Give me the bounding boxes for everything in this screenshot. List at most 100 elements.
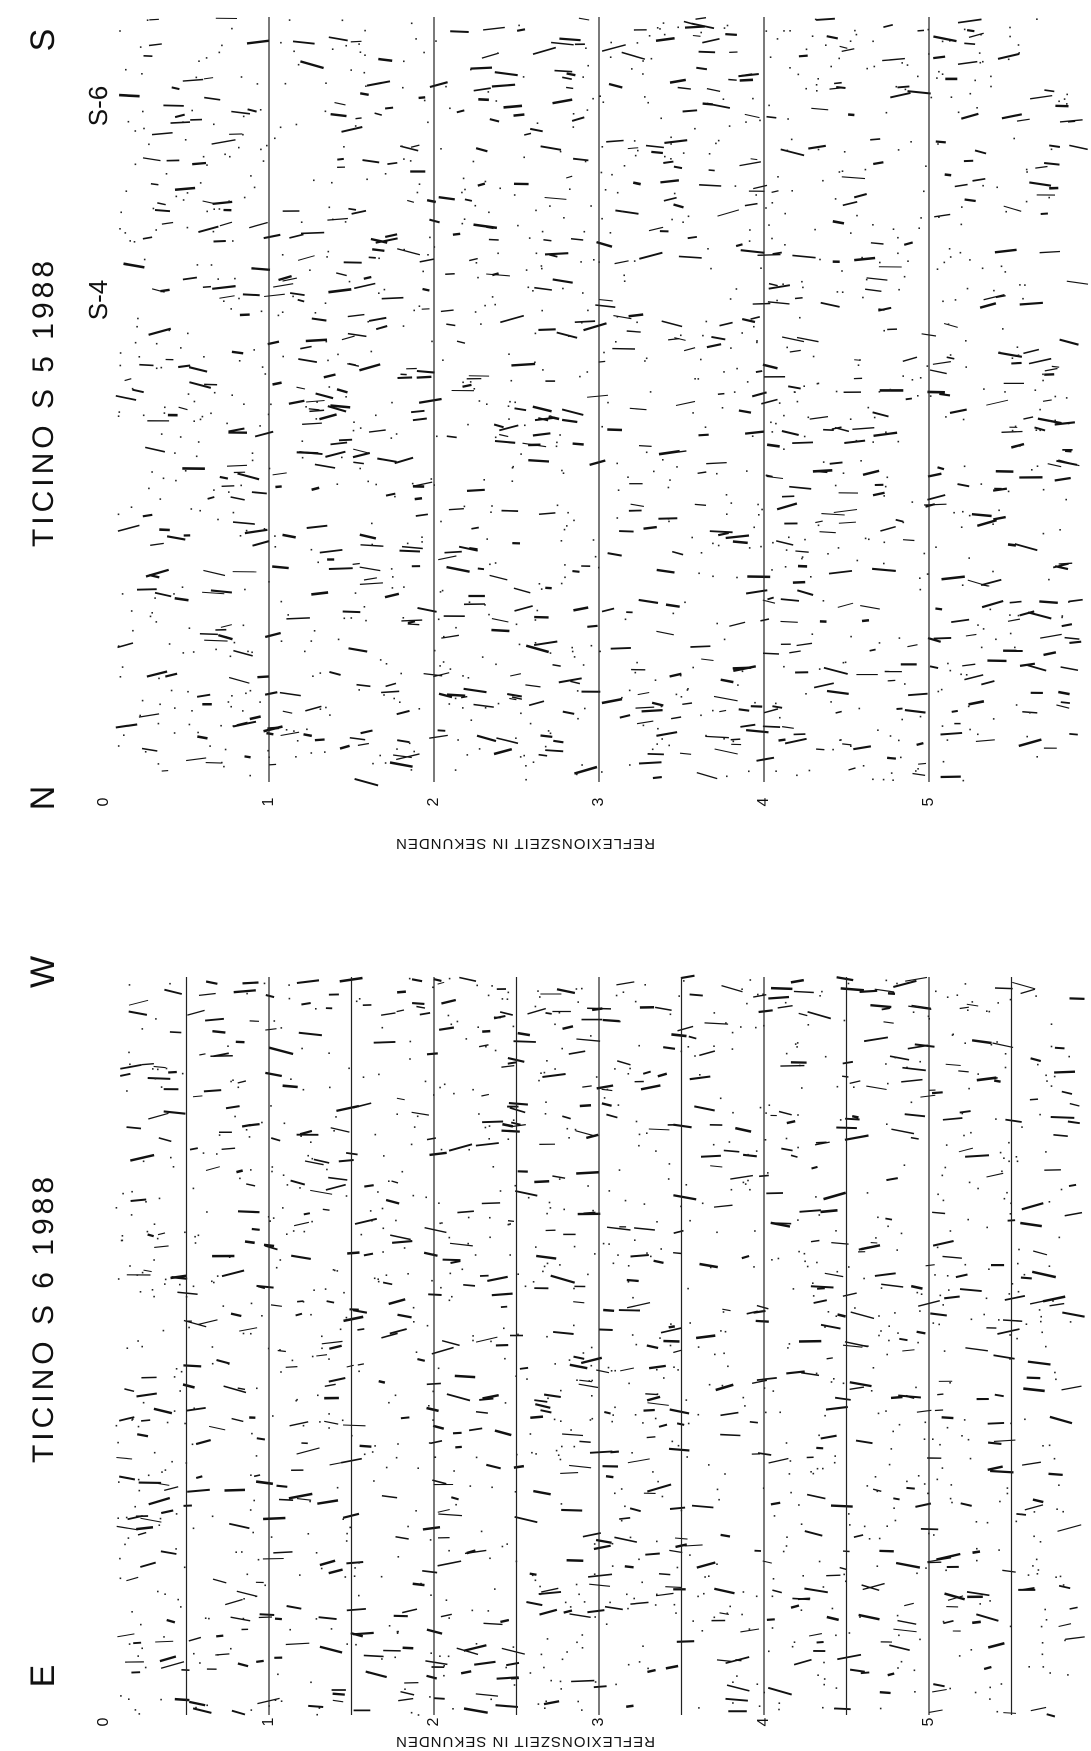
trace-dot	[623, 165, 626, 167]
trace-segment	[804, 1587, 828, 1594]
trace-segment	[1057, 1524, 1082, 1532]
trace-segment	[513, 587, 531, 594]
trace-dot	[133, 241, 136, 243]
trace-dot	[968, 557, 970, 559]
trace-dot	[299, 1187, 301, 1189]
trace-dot	[775, 770, 777, 772]
trace-dot	[417, 1467, 419, 1469]
trace-segment	[229, 1522, 250, 1530]
trace-segment	[881, 1283, 904, 1288]
trace-dot	[702, 334, 704, 337]
trace-segment	[491, 272, 499, 277]
trace-dot	[782, 1550, 785, 1553]
trace-segment	[363, 275, 372, 280]
trace-segment	[509, 1106, 526, 1114]
trace-dot	[394, 1656, 396, 1659]
trace-segment	[964, 198, 976, 203]
trace-dot	[880, 1287, 883, 1289]
trace-segment	[669, 672, 682, 678]
trace-dot	[472, 160, 475, 163]
trace-dot	[411, 482, 414, 485]
trace-dot	[560, 540, 563, 542]
trace-dot	[128, 984, 131, 986]
trace-segment	[903, 241, 913, 246]
trace-segment	[841, 48, 855, 53]
trace-dot	[992, 718, 995, 720]
trace-dot	[193, 1407, 195, 1410]
trace-segment	[813, 1299, 827, 1304]
trace-dot	[842, 472, 845, 474]
trace-segment	[363, 1654, 384, 1658]
trace-dot	[159, 498, 162, 500]
trace-dot	[253, 186, 256, 189]
trace-segment	[647, 753, 664, 756]
trace-segment	[1024, 1504, 1044, 1511]
trace-dot	[535, 209, 537, 212]
trace-segment	[1014, 543, 1038, 552]
trace-dot	[566, 1127, 569, 1130]
trace-dot	[951, 1034, 954, 1036]
trace-dot	[531, 1451, 533, 1454]
trace-dot	[491, 1486, 493, 1489]
trace-dot	[995, 1118, 997, 1120]
trace-segment	[246, 1183, 256, 1187]
trace-segment	[579, 1440, 591, 1444]
trace-dot	[413, 1126, 416, 1128]
trace-dot	[751, 435, 754, 437]
trace-dot	[142, 1160, 145, 1163]
trace-dot	[566, 1651, 568, 1653]
trace-segment	[902, 1066, 926, 1072]
trace-segment	[905, 976, 928, 982]
trace-dot	[755, 194, 757, 196]
trace-segment	[823, 428, 834, 431]
trace-dot	[141, 699, 144, 702]
trace-segment	[695, 17, 707, 20]
trace-dot	[501, 1545, 504, 1548]
trace-dot	[950, 96, 953, 98]
trace-dot	[1006, 1492, 1009, 1495]
trace-segment	[1020, 988, 1036, 995]
trace-dot	[381, 1207, 384, 1210]
trace-dot	[144, 751, 147, 753]
trace-dot	[607, 1366, 610, 1369]
trace-dot	[965, 340, 967, 342]
trace-segment	[902, 539, 915, 542]
trace-segment	[866, 277, 888, 281]
trace-segment	[138, 713, 160, 718]
trace-dot	[270, 403, 272, 406]
trace-dot	[599, 650, 601, 653]
trace-segment	[300, 60, 324, 70]
trace-dot	[968, 514, 971, 517]
trace-dot	[549, 652, 552, 654]
trace-dot	[197, 1234, 200, 1237]
trace-dot	[345, 1540, 348, 1542]
trace-dot	[497, 702, 500, 705]
trace-dot	[917, 1475, 920, 1477]
trace-segment	[559, 37, 581, 42]
trace-dot	[457, 739, 459, 741]
trace-segment	[462, 383, 472, 388]
trace-segment	[772, 251, 782, 256]
trace-segment	[478, 1044, 489, 1048]
trace-dot	[660, 1248, 662, 1250]
trace-segment	[411, 1111, 429, 1116]
trace-dot	[399, 701, 401, 703]
trace-segment	[481, 1202, 501, 1205]
trace-segment	[499, 424, 519, 432]
trace-segment	[491, 618, 509, 623]
trace-segment	[772, 705, 783, 709]
trace-segment	[192, 161, 207, 166]
trace-segment	[527, 1007, 546, 1015]
trace-dot	[336, 483, 339, 485]
trace-dot	[964, 1263, 967, 1266]
trace-dot	[151, 612, 153, 614]
trace-segment	[793, 990, 814, 994]
trace-segment	[244, 755, 251, 759]
trace-dot	[861, 256, 863, 259]
trace-dot	[703, 1592, 705, 1595]
trace-dot	[608, 1190, 611, 1192]
trace-dot	[659, 1337, 661, 1339]
trace-dot	[888, 1463, 891, 1466]
trace-dot	[1025, 1323, 1028, 1325]
trace-dot	[850, 635, 852, 638]
